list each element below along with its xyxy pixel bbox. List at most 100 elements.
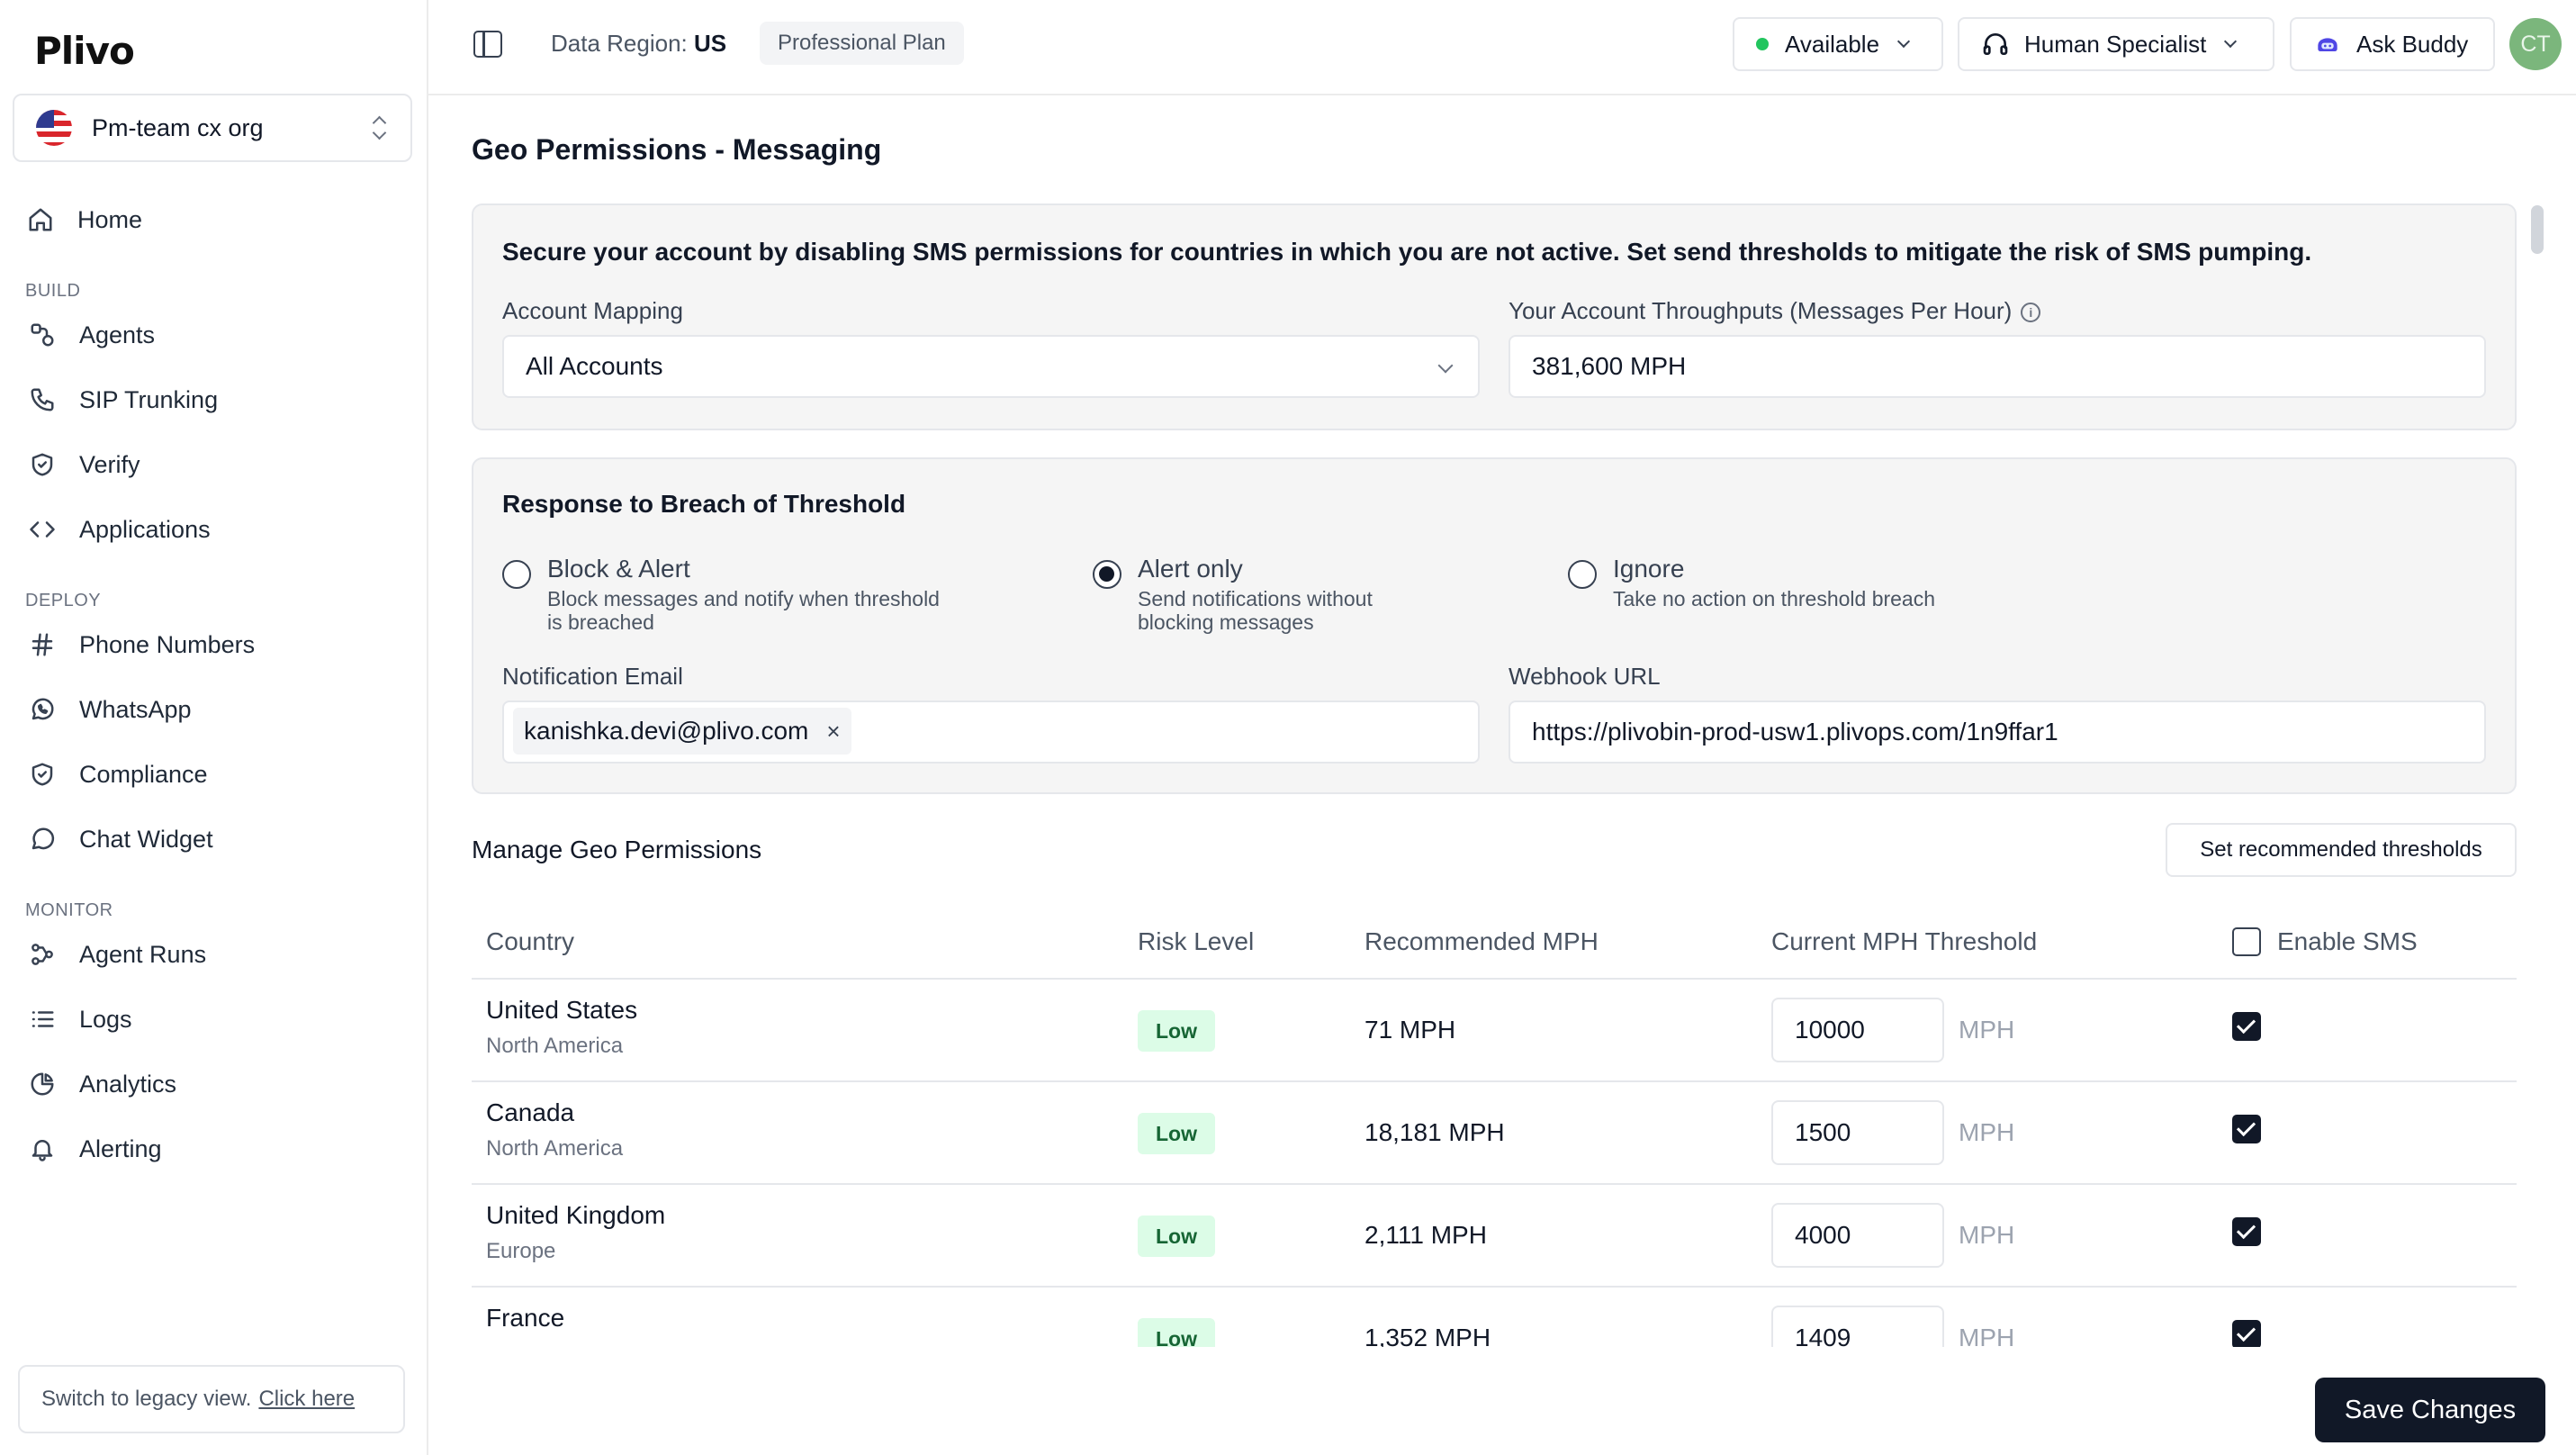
home-icon xyxy=(25,204,56,235)
threshold-input[interactable]: 1500 xyxy=(1771,1100,1944,1165)
section-label-monitor: MONITOR xyxy=(25,900,113,920)
workflow-icon xyxy=(27,939,58,970)
sidebar-item-chat-widget[interactable]: Chat Widget xyxy=(27,816,213,863)
country-region: North America xyxy=(486,1034,624,1058)
enable-sms-all-checkbox[interactable] xyxy=(2232,927,2261,956)
page-title: Geo Permissions - Messaging xyxy=(472,133,882,166)
option-title: Ignore xyxy=(1613,555,1685,583)
enable-sms-checkbox[interactable] xyxy=(2232,1012,2261,1041)
sidebar-item-label: Agent Runs xyxy=(79,940,207,968)
enable-sms-checkbox[interactable] xyxy=(2232,1115,2261,1143)
sidebar-item-label: Agents xyxy=(79,321,156,348)
info-icon[interactable]: i xyxy=(2021,303,2041,323)
sidebar-item-label: WhatsApp xyxy=(79,695,192,723)
enable-sms-checkbox[interactable] xyxy=(2232,1320,2261,1347)
legacy-view-link[interactable]: Click here xyxy=(258,1387,356,1411)
radio-alert-only[interactable] xyxy=(1093,560,1121,589)
option-title: Alert only xyxy=(1138,555,1243,583)
legacy-text: Switch to legacy view. xyxy=(41,1387,252,1411)
throughput-field: 381,600 MPH xyxy=(1509,335,2486,398)
sidebar-item-agent-runs[interactable]: Agent Runs xyxy=(27,931,206,978)
webhook-url-input[interactable]: https://plivobin-prod-usw1.plivops.com/1… xyxy=(1509,700,2486,764)
org-switcher[interactable]: Pm-team cx org xyxy=(13,94,412,162)
shield-check-icon xyxy=(27,759,58,790)
column-header-threshold: Current MPH Threshold xyxy=(1771,927,2038,955)
table-row: France Low 1,352 MPH 1409 MPH xyxy=(472,1288,2517,1347)
option-desc: blocking messages xyxy=(1138,610,1314,634)
chevron-up-down-icon xyxy=(371,114,389,141)
hash-icon xyxy=(27,629,58,660)
status-dot-icon xyxy=(1756,38,1769,50)
table-row: United States North America Low 71 MPH 1… xyxy=(472,980,2517,1082)
chat-bubble-icon xyxy=(27,824,58,854)
chevron-down-icon xyxy=(2224,34,2238,49)
radio-block-alert[interactable] xyxy=(502,560,531,589)
country-region: North America xyxy=(486,1136,624,1161)
recommended-mph: 2,111 MPH xyxy=(1365,1221,1487,1249)
mph-unit: MPH xyxy=(1959,1324,2015,1347)
save-changes-button[interactable]: Save Changes xyxy=(2315,1378,2545,1442)
sidebar-item-sip-trunking[interactable]: SIP Trunking xyxy=(27,376,218,423)
threshold-input[interactable]: 10000 xyxy=(1771,998,1944,1062)
sidebar-item-home[interactable]: Home xyxy=(25,196,142,243)
header-divider xyxy=(472,978,2517,980)
user-avatar[interactable]: CT xyxy=(2509,18,2562,70)
ask-buddy-button[interactable]: Ask Buddy xyxy=(2290,17,2495,71)
account-mapping-label: Account Mapping xyxy=(502,297,683,324)
country-name: United Kingdom xyxy=(486,1201,666,1229)
risk-badge: Low xyxy=(1138,1010,1215,1052)
breach-heading: Response to Breach of Threshold xyxy=(502,490,906,518)
sidebar-item-label: Home xyxy=(77,205,143,233)
email-chip: kanishka.devi@plivo.com × xyxy=(513,708,851,755)
account-mapping-value: All Accounts xyxy=(526,352,663,380)
org-name: Pm-team cx org xyxy=(92,113,264,141)
close-icon[interactable]: × xyxy=(826,717,841,745)
radio-ignore[interactable] xyxy=(1568,560,1597,589)
us-flag-icon xyxy=(36,110,72,146)
whatsapp-icon xyxy=(27,694,58,725)
bell-icon xyxy=(27,1134,58,1164)
sidebar-toggle-icon[interactable] xyxy=(473,31,502,58)
plan-badge: Professional Plan xyxy=(760,22,964,65)
sidebar-item-phone-numbers[interactable]: Phone Numbers xyxy=(27,621,255,668)
table-row: Canada North America Low 18,181 MPH 1500… xyxy=(472,1082,2517,1185)
scrollbar-thumb[interactable] xyxy=(2531,205,2544,254)
sidebar-item-analytics[interactable]: Analytics xyxy=(27,1061,176,1107)
risk-badge: Low xyxy=(1138,1318,1215,1347)
sidebar-item-whatsapp[interactable]: WhatsApp xyxy=(27,686,192,733)
human-specialist-dropdown[interactable]: Human Specialist xyxy=(1958,17,2274,71)
headphones-icon xyxy=(1983,33,2008,55)
sidebar-item-label: Compliance xyxy=(79,760,208,788)
geo-permissions-table: Country Risk Level Recommended MPH Curre… xyxy=(472,909,2517,1347)
mph-unit: MPH xyxy=(1959,1118,2015,1146)
sidebar-item-label: Logs xyxy=(79,1005,132,1033)
country-name: United States xyxy=(486,996,638,1024)
buddy-bot-icon xyxy=(2318,38,2337,51)
sidebar-item-verify[interactable]: Verify xyxy=(27,441,140,488)
threshold-input[interactable]: 4000 xyxy=(1771,1203,1944,1268)
notification-email-label: Notification Email xyxy=(502,663,683,690)
mph-unit: MPH xyxy=(1959,1016,2015,1044)
data-region-label: Data Region: xyxy=(551,30,688,57)
country-region: Europe xyxy=(486,1239,556,1263)
sidebar-item-alerting[interactable]: Alerting xyxy=(27,1125,162,1172)
sidebar-item-applications[interactable]: Applications xyxy=(27,506,211,553)
shield-check-icon xyxy=(27,449,58,480)
sidebar-item-compliance[interactable]: Compliance xyxy=(27,751,208,798)
sidebar-item-agents[interactable]: Agents xyxy=(27,312,155,358)
agents-icon xyxy=(27,320,58,350)
sidebar-item-label: Alerting xyxy=(79,1134,162,1162)
throughput-value: 381,600 MPH xyxy=(1532,352,1687,380)
threshold-input[interactable]: 1409 xyxy=(1771,1306,1944,1347)
phone-icon xyxy=(27,384,58,415)
plivo-logo[interactable]: Plivo xyxy=(34,28,135,73)
sidebar-item-label: Applications xyxy=(79,515,211,543)
sidebar-item-label: Phone Numbers xyxy=(79,630,256,658)
account-mapping-select[interactable]: All Accounts xyxy=(502,335,1480,398)
set-recommended-thresholds-button[interactable]: Set recommended thresholds xyxy=(2166,823,2517,877)
logo-text: Plivo xyxy=(34,28,135,73)
enable-sms-checkbox[interactable] xyxy=(2232,1217,2261,1246)
option-desc: Take no action on threshold breach xyxy=(1613,587,1936,610)
availability-dropdown[interactable]: Available xyxy=(1733,17,1943,71)
sidebar-item-logs[interactable]: Logs xyxy=(27,996,132,1043)
